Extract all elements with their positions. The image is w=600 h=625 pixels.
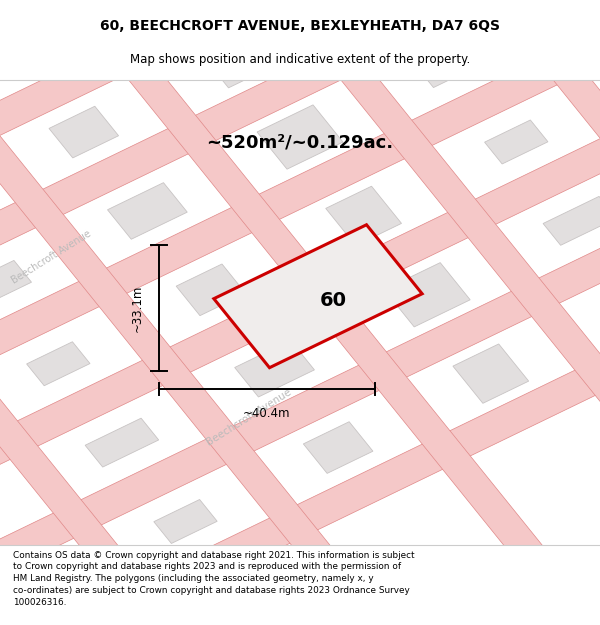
Polygon shape xyxy=(0,86,320,625)
Text: 60, BEECHCROFT AVENUE, BEXLEYHEATH, DA7 6QS: 60, BEECHCROFT AVENUE, BEXLEYHEATH, DA7 … xyxy=(100,19,500,32)
Polygon shape xyxy=(107,182,187,239)
Text: ~40.4m: ~40.4m xyxy=(243,407,291,420)
Polygon shape xyxy=(543,196,600,245)
Polygon shape xyxy=(0,0,571,302)
Polygon shape xyxy=(416,39,490,88)
Polygon shape xyxy=(214,225,422,368)
Polygon shape xyxy=(485,120,548,164)
Polygon shape xyxy=(484,0,600,440)
Polygon shape xyxy=(49,106,119,158)
Text: ~520m²/~0.129ac.: ~520m²/~0.129ac. xyxy=(206,134,394,152)
Text: Beechcroft Avenue: Beechcroft Avenue xyxy=(10,228,92,285)
Polygon shape xyxy=(326,186,401,246)
Polygon shape xyxy=(0,261,31,309)
Text: Beechcroft Avenue: Beechcroft Avenue xyxy=(205,387,293,448)
Polygon shape xyxy=(331,0,600,514)
Text: 60: 60 xyxy=(320,291,347,311)
Text: ~33.1m: ~33.1m xyxy=(131,284,144,331)
Polygon shape xyxy=(235,341,314,397)
Polygon shape xyxy=(0,149,600,618)
Polygon shape xyxy=(453,344,529,403)
Polygon shape xyxy=(25,0,600,625)
Polygon shape xyxy=(257,105,343,169)
Polygon shape xyxy=(304,422,373,473)
Polygon shape xyxy=(0,228,600,625)
Text: Contains OS data © Crown copyright and database right 2021. This information is : Contains OS data © Crown copyright and d… xyxy=(13,551,415,607)
Polygon shape xyxy=(0,0,600,381)
Polygon shape xyxy=(85,418,158,467)
Polygon shape xyxy=(0,0,600,460)
Polygon shape xyxy=(199,29,274,88)
Polygon shape xyxy=(0,12,473,625)
Polygon shape xyxy=(178,0,600,588)
Polygon shape xyxy=(154,499,217,544)
Polygon shape xyxy=(384,262,470,327)
Polygon shape xyxy=(0,70,600,539)
Polygon shape xyxy=(26,342,90,386)
Text: Map shows position and indicative extent of the property.: Map shows position and indicative extent… xyxy=(130,52,470,66)
Polygon shape xyxy=(176,264,246,316)
